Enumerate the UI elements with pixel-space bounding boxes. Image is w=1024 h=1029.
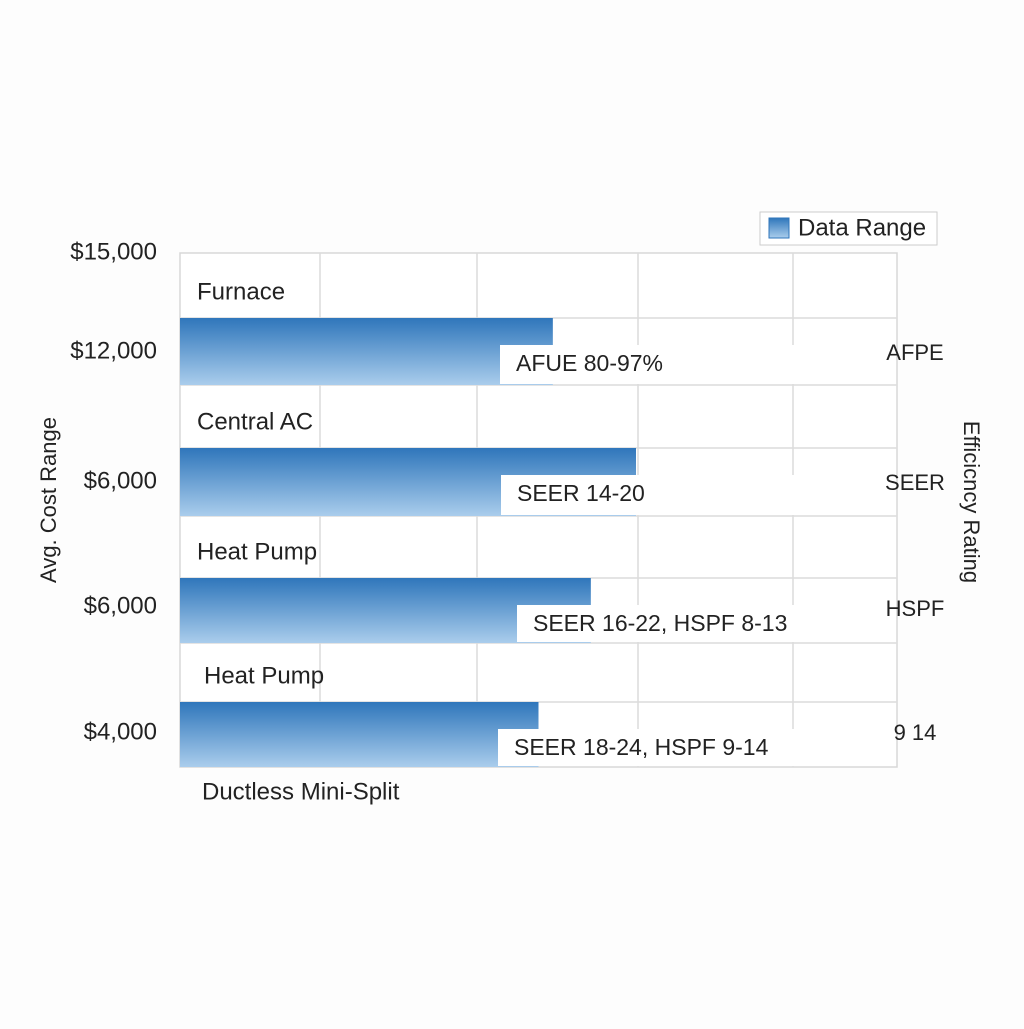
cost-label: $15,000 xyxy=(70,238,157,265)
category-label: Furnace xyxy=(197,278,285,305)
bar-label: SEER 18-24, HSPF 9-14 xyxy=(514,734,769,760)
rating-label: AFPE xyxy=(886,340,943,365)
bar-label: SEER 14-20 xyxy=(517,480,645,506)
bar-label-bg xyxy=(501,475,801,515)
footer-label: Ductless Mini-Split xyxy=(202,778,400,805)
bar-label-bg xyxy=(498,729,798,766)
legend-label: Data Range xyxy=(798,214,926,241)
bar-label-bg xyxy=(517,605,817,642)
legend-swatch xyxy=(768,217,790,239)
bar xyxy=(180,702,539,767)
y2-axis-label: Efficicncy Rating xyxy=(959,421,984,583)
cost-label: $6,000 xyxy=(84,592,157,619)
legend: Data Range xyxy=(759,211,938,246)
cost-label: $4,000 xyxy=(84,718,157,745)
rating-label: HSPF xyxy=(886,596,945,621)
category-label: Central AC xyxy=(197,408,313,435)
y-axis-label: Avg. Cost Range xyxy=(36,417,61,583)
category-label: Heat Pump xyxy=(204,662,324,689)
bar-label-bg xyxy=(500,345,800,384)
category-label: Heat Pump xyxy=(197,538,317,565)
bar-label: AFUE 80-97% xyxy=(516,350,663,376)
bar xyxy=(180,318,553,385)
cost-label: $12,000 xyxy=(70,337,157,364)
cost-label: $6,000 xyxy=(84,467,157,494)
rating-label: SEER xyxy=(885,470,945,495)
bar-label: SEER 16-22, HSPF 8-13 xyxy=(533,610,787,636)
rating-label: 9 14 xyxy=(894,720,937,745)
